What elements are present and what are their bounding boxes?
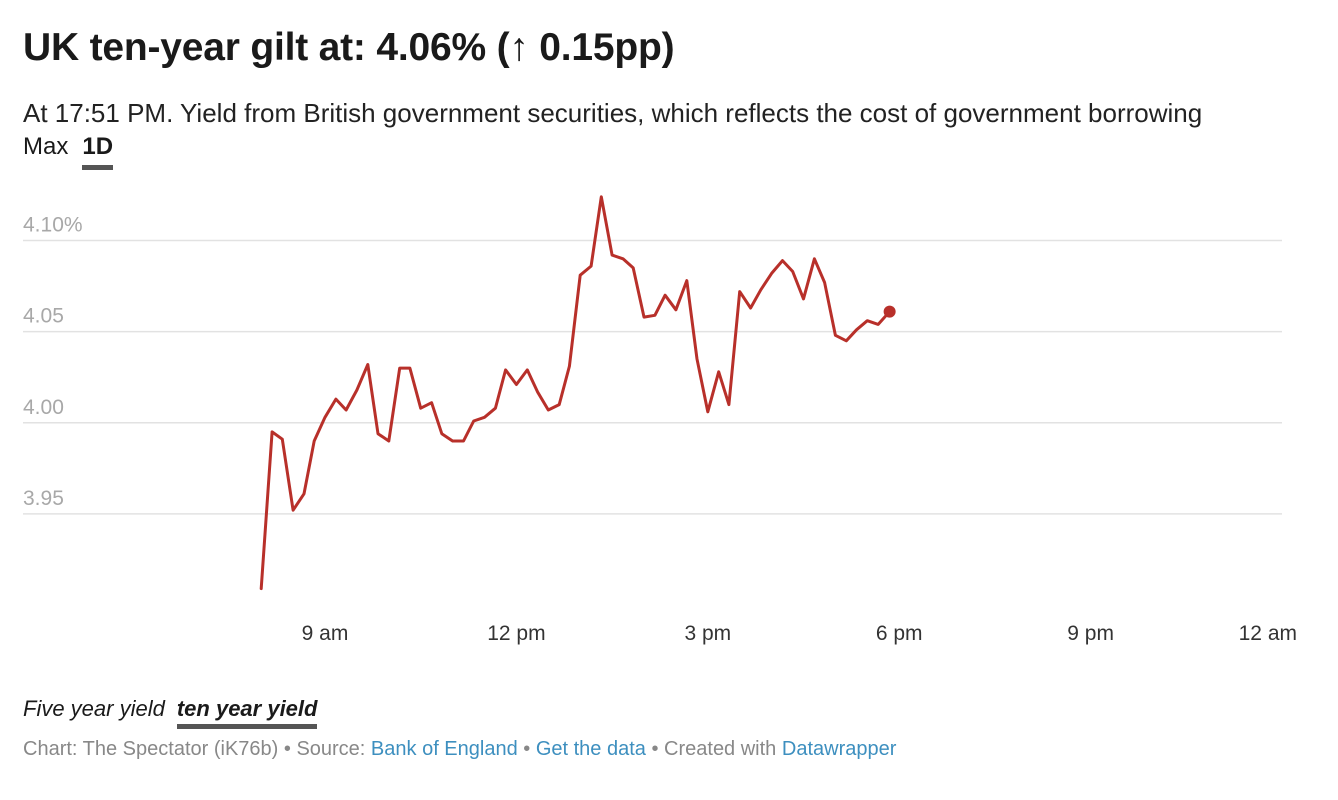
y-tick-label: 4.05: [23, 305, 64, 328]
series-ten-year-yield: [259, 195, 896, 591]
created-prefix: Created with: [664, 738, 782, 760]
x-tick-label: 3 pm: [684, 622, 731, 645]
source-prefix: Source:: [296, 738, 371, 760]
x-axis-labels: 9 am 12 pm 3 pm 6 pm 9 pm 12 am: [302, 622, 1297, 645]
y-tick-label: 4.10%: [23, 214, 83, 237]
y-tick-label: 3.95: [23, 487, 64, 510]
x-tick-label: 6 pm: [876, 622, 923, 645]
x-tick-label: 9 am: [302, 622, 349, 645]
legend-ten-year-yield[interactable]: ten year yield: [176, 696, 318, 729]
x-tick-label: 12 am: [1239, 622, 1297, 645]
footer-separator: •: [278, 738, 297, 760]
chart-credit: Chart: The Spectator (iK76b): [23, 738, 279, 760]
series-line: [259, 195, 892, 591]
footer-separator: •: [645, 738, 665, 760]
tab-1d[interactable]: 1D: [82, 133, 114, 170]
y-tick-label: 4.00: [23, 396, 64, 419]
line-chart: 4.10% 4.05 4.00 3.95 9 am 12 pm 3 pm 6 pm 9 pm 1…: [23, 195, 1297, 645]
footer-separator: •: [517, 738, 536, 760]
grid-lines: [23, 239, 1282, 515]
chart-footer: Chart: The Spectator (iK76b) • Source: B…: [23, 738, 896, 761]
get-data-link[interactable]: Get the data: [535, 738, 646, 760]
latest-value-marker: [883, 305, 896, 318]
datawrapper-link[interactable]: Datawrapper: [781, 738, 897, 760]
y-axis-labels: 4.10% 4.05 4.00 3.95: [23, 214, 83, 510]
range-tabs: Max 1D: [23, 133, 114, 170]
tab-max[interactable]: Max: [23, 133, 69, 160]
legend-five-year-yield[interactable]: Five year yield: [23, 696, 165, 721]
chart-subtitle: At 17:51 PM. Yield from British governme…: [23, 98, 1203, 128]
chart-title: UK ten-year gilt at: 4.06% (↑ 0.15pp): [23, 26, 675, 69]
series-legend: Five year yield ten year yield: [23, 696, 318, 729]
source-link[interactable]: Bank of England: [370, 738, 518, 760]
x-tick-label: 12 pm: [487, 622, 545, 645]
x-tick-label: 9 pm: [1067, 622, 1114, 645]
